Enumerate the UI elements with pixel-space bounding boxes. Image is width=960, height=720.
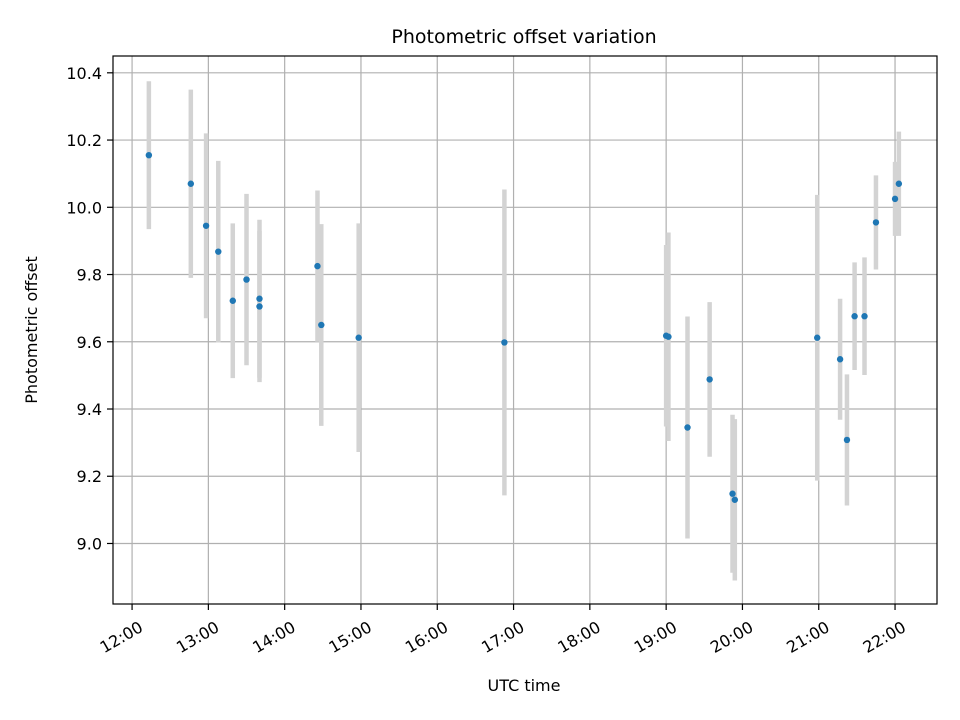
- data-point: [229, 297, 236, 304]
- y-axis-label: Photometric offset: [22, 256, 41, 404]
- data-point: [256, 295, 263, 302]
- data-point: [814, 334, 821, 341]
- data-point: [187, 180, 195, 187]
- data-point: [355, 334, 362, 341]
- data-point: [731, 496, 739, 503]
- chart-title: Photometric offset variation: [391, 26, 656, 48]
- data-point: [706, 376, 713, 383]
- data-point: [501, 339, 508, 346]
- data-point: [836, 356, 844, 363]
- data-point: [843, 436, 851, 444]
- data-point: [202, 222, 210, 229]
- data-point: [243, 276, 250, 283]
- x-axis-label: UTC time: [488, 676, 561, 695]
- data-points: [145, 151, 903, 503]
- data-point: [314, 262, 321, 270]
- y-tick-label: 9.0: [77, 534, 102, 553]
- data-point: [215, 248, 222, 255]
- y-tick-label: 10.2: [66, 131, 102, 150]
- y-tick-label: 9.8: [77, 266, 102, 285]
- data-point: [665, 333, 672, 340]
- y-tick-label: 9.4: [77, 400, 102, 419]
- y-tick-label: 10.0: [66, 198, 102, 217]
- data-point: [872, 219, 880, 226]
- y-axis-ticks: 9.0 9.2 9.4 9.6 9.8 10.0 10.2 10.4: [66, 64, 113, 553]
- data-point: [891, 195, 899, 203]
- data-point: [684, 424, 691, 431]
- data-point: [851, 313, 858, 320]
- y-tick-label: 10.4: [66, 64, 102, 83]
- data-point: [318, 321, 325, 329]
- plot-area-frame: [112, 55, 938, 605]
- y-tick-label: 9.6: [77, 333, 102, 352]
- data-point: [729, 490, 736, 497]
- data-point: [145, 151, 153, 159]
- y-tick-label: 9.2: [77, 467, 102, 486]
- data-point: [861, 313, 868, 320]
- data-point: [895, 180, 903, 187]
- data-point: [256, 303, 263, 310]
